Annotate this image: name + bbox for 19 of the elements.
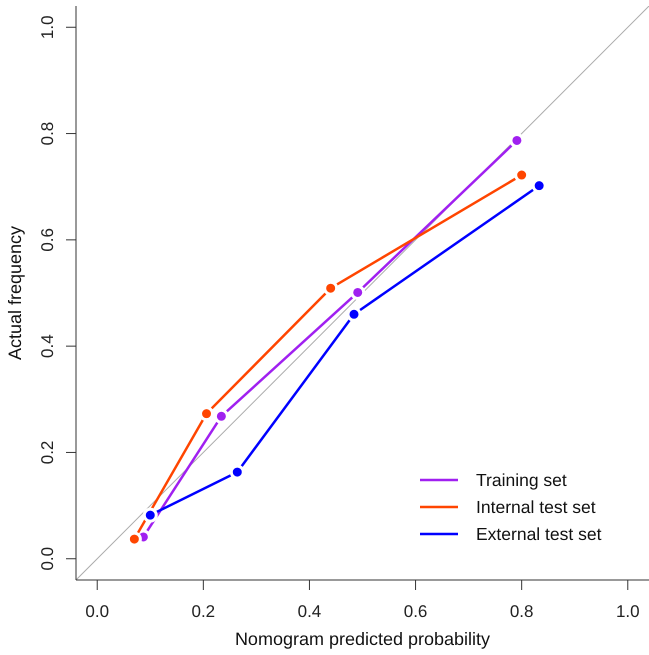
y-tick-label: 0.8 xyxy=(38,122,57,146)
legend-label: Internal test set xyxy=(476,497,596,517)
x-axis-title: Nomogram predicted probability xyxy=(234,629,490,649)
point xyxy=(350,284,366,300)
x-tick-label: 1.0 xyxy=(616,602,640,621)
x-tick-label: 0.0 xyxy=(85,602,110,621)
x-tick-label: 0.6 xyxy=(404,602,428,621)
x-tick-label: 0.4 xyxy=(298,602,322,621)
y-tick-label: 0.2 xyxy=(38,440,57,464)
point xyxy=(142,508,158,523)
y-axis-title: Actual frequency xyxy=(5,226,25,360)
legend-label: Training set xyxy=(476,470,567,490)
y-tick-label: 0.6 xyxy=(38,228,57,252)
y-tick-label: 0.4 xyxy=(38,334,57,358)
y-tick-label: 1.0 xyxy=(38,15,57,40)
legend-label: External test set xyxy=(476,524,602,544)
y-tick-label: 0.0 xyxy=(38,546,57,571)
x-tick-label: 0.8 xyxy=(510,602,534,621)
x-tick-label: 0.2 xyxy=(192,602,216,621)
